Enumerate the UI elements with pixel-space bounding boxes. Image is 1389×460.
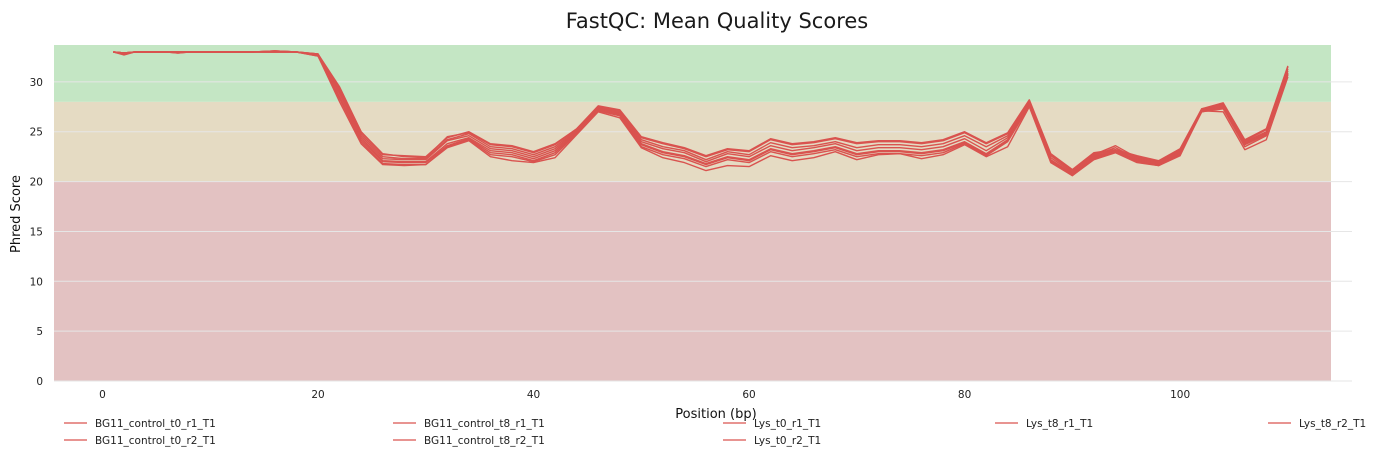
x-tick-label: 20: [311, 389, 324, 401]
legend-item-label: Lys_t0_r1_T1: [754, 418, 821, 430]
x-axis-ticks: 0 20 40 60 80 100: [99, 389, 1190, 401]
legend-item-label: BG11_control_t0_r2_T1: [95, 435, 216, 447]
x-tick-label: 80: [958, 389, 971, 401]
y-tick-label: 15: [30, 226, 43, 238]
quality-zones: [54, 45, 1331, 381]
y-tick-label: 30: [30, 77, 43, 89]
gridlines: [54, 81, 1352, 382]
y-tick-label: 5: [36, 326, 43, 338]
quality-zone-2: [54, 45, 1331, 102]
legend-item-label: Lys_t8_r2_T1: [1299, 418, 1366, 430]
series-line-7: [113, 51, 1289, 177]
legend-item-label: BG11_control_t8_r1_T1: [424, 418, 545, 430]
legend: BG11_control_t0_r1_T1 BG11_control_t0_r2_…: [64, 418, 1366, 447]
x-tick-label: 40: [527, 389, 540, 401]
y-tick-label: 0: [36, 376, 43, 388]
legend-item-label: Lys_t8_r1_T1: [1026, 418, 1093, 430]
legend-item-label: BG11_control_t0_r1_T1: [95, 418, 216, 430]
x-axis-label: Position (bp): [675, 407, 756, 422]
legend-item-label: Lys_t0_r2_T1: [754, 435, 821, 447]
legend-item-label: BG11_control_t8_r2_T1: [424, 435, 545, 447]
y-axis-ticks: 0 5 10 15 20 25 30: [30, 77, 43, 388]
x-tick-label: 0: [99, 389, 106, 401]
chart-title: FastQC: Mean Quality Scores: [566, 9, 869, 33]
y-tick-label: 10: [30, 276, 43, 288]
x-tick-label: 60: [742, 389, 755, 401]
y-axis-label: Phred Score: [9, 175, 24, 253]
y-tick-label: 25: [30, 127, 43, 139]
x-tick-label: 100: [1170, 389, 1190, 401]
series-lines: [113, 50, 1289, 177]
y-tick-label: 20: [30, 177, 43, 189]
quality-zone-1: [54, 101, 1331, 182]
